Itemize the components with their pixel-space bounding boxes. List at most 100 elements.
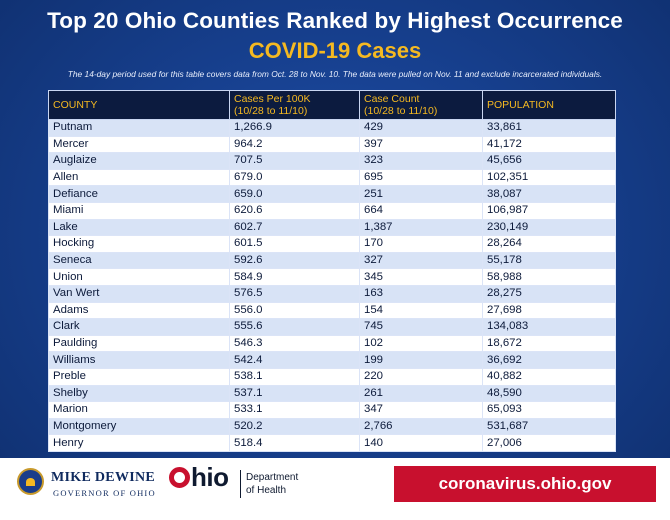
cell-cases-per-100k: 533.1: [229, 401, 360, 419]
county-table-container: COUNTY Cases Per 100K (10/28 to 11/10) Ca…: [48, 90, 616, 452]
cell-case-count: 170: [359, 235, 483, 253]
cell-cases-per-100k: 538.1: [229, 367, 360, 386]
table-row: Lake 602.7 1,387 230,149: [48, 218, 616, 237]
cell-case-count: 695: [359, 168, 483, 187]
table-row: Miami 620.6 664 106,987: [48, 201, 616, 220]
cell-county: Lake: [48, 218, 230, 237]
cell-county: Shelby: [48, 384, 230, 403]
cell-population: 55,178: [482, 251, 616, 270]
table-row: Marion 533.1 347 65,093: [48, 401, 616, 419]
data-note: The 14-day period used for this table co…: [67, 69, 603, 79]
cell-county: Miami: [48, 201, 230, 220]
table-row: Auglaize 707.5 323 45,656: [48, 152, 616, 170]
cell-county: Williams: [48, 351, 230, 369]
cell-case-count: 345: [359, 268, 483, 286]
footer-bar: MIKE DEWINE GOVERNOR OF OHIO hio Departm…: [0, 458, 670, 520]
ohio-state-seal-icon: [17, 468, 44, 495]
cell-cases-per-100k: 546.3: [229, 334, 360, 353]
cell-cases-per-100k: 542.4: [229, 351, 360, 369]
cell-case-count: 163: [359, 284, 483, 303]
cell-cases-per-100k: 964.2: [229, 135, 360, 154]
cell-case-count: 664: [359, 201, 483, 220]
table-row: Paulding 546.3 102 18,672: [48, 334, 616, 353]
table-row: Mercer 964.2 397 41,172: [48, 135, 616, 154]
website-link[interactable]: coronavirus.ohio.gov: [394, 466, 656, 502]
cell-cases-per-100k: 679.0: [229, 168, 360, 187]
governor-title: GOVERNOR OF OHIO: [53, 488, 156, 498]
cell-population: 18,672: [482, 334, 616, 353]
cell-cases-per-100k: 520.2: [229, 417, 360, 436]
cell-county: Hocking: [48, 235, 230, 253]
cell-population: 58,988: [482, 268, 616, 286]
cell-case-count: 102: [359, 334, 483, 353]
cell-case-count: 2,766: [359, 417, 483, 436]
page-subtitle: COVID-19 Cases: [248, 38, 422, 63]
cell-population: 28,264: [482, 235, 616, 253]
cell-cases-per-100k: 518.4: [229, 434, 360, 452]
cell-case-count: 154: [359, 301, 483, 320]
table-row: Shelby 537.1 261 48,590: [48, 384, 616, 403]
cell-case-count: 261: [359, 384, 483, 403]
cell-cases-per-100k: 601.5: [229, 235, 360, 253]
cell-county: Clark: [48, 318, 230, 336]
cell-population: 48,590: [482, 384, 616, 403]
cell-population: 40,882: [482, 367, 616, 386]
cell-county: Union: [48, 268, 230, 286]
cell-county: Montgomery: [48, 417, 230, 436]
cell-case-count: 429: [359, 119, 483, 137]
table-row: Adams 556.0 154 27,698: [48, 301, 616, 320]
cell-county: Henry: [48, 434, 230, 452]
cell-county: Marion: [48, 401, 230, 419]
cell-case-count: 251: [359, 185, 483, 203]
table-row: Allen 679.0 695 102,351: [48, 168, 616, 187]
cell-case-count: 347: [359, 401, 483, 419]
cell-cases-per-100k: 592.6: [229, 251, 360, 270]
department-of-health-label: Department of Health: [246, 472, 299, 496]
cell-county: Adams: [48, 301, 230, 320]
cell-case-count: 1,387: [359, 218, 483, 237]
cell-population: 134,083: [482, 318, 616, 336]
column-header-population: POPULATION: [482, 90, 616, 120]
table-body: Putnam 1,266.9 429 33,861 Mercer 964.2 397 41,1…: [48, 119, 616, 452]
cell-case-count: 199: [359, 351, 483, 369]
logo-divider: [240, 470, 241, 498]
cell-cases-per-100k: 556.0: [229, 301, 360, 320]
cell-county: Putnam: [48, 119, 230, 137]
table-row: Preble 538.1 220 40,882: [48, 367, 616, 386]
cell-county: Van Wert: [48, 284, 230, 303]
cell-cases-per-100k: 659.0: [229, 185, 360, 203]
ohio-logo-text: hio: [191, 462, 229, 492]
page-title: Top 20 Ohio Counties Ranked by Highest O…: [47, 8, 623, 33]
cell-case-count: 397: [359, 135, 483, 154]
governor-name: MIKE DEWINE: [51, 470, 156, 485]
table-row: Seneca 592.6 327 55,178: [48, 251, 616, 270]
table-row: Williams 542.4 199 36,692: [48, 351, 616, 369]
cell-cases-per-100k: 555.6: [229, 318, 360, 336]
column-header-case-count: Case Count (10/28 to 11/10): [359, 90, 483, 120]
table-row: Defiance 659.0 251 38,087: [48, 185, 616, 203]
table-header-row: COUNTY Cases Per 100K (10/28 to 11/10) Ca…: [48, 90, 616, 120]
cell-case-count: 140: [359, 434, 483, 452]
cell-population: 45,656: [482, 152, 616, 170]
cell-population: 41,172: [482, 135, 616, 154]
cell-population: 33,861: [482, 119, 616, 137]
table-row: Montgomery 520.2 2,766 531,687: [48, 417, 616, 436]
table-row: Hocking 601.5 170 28,264: [48, 235, 616, 253]
cell-county: Seneca: [48, 251, 230, 270]
cell-cases-per-100k: 602.7: [229, 218, 360, 237]
cell-case-count: 745: [359, 318, 483, 336]
cell-population: 27,006: [482, 434, 616, 452]
cell-cases-per-100k: 537.1: [229, 384, 360, 403]
cell-population: 27,698: [482, 301, 616, 320]
cell-case-count: 323: [359, 152, 483, 170]
table-row: Van Wert 576.5 163 28,275: [48, 284, 616, 303]
column-header-cases-per-100k: Cases Per 100K (10/28 to 11/10): [229, 90, 360, 120]
cell-case-count: 220: [359, 367, 483, 386]
cell-cases-per-100k: 620.6: [229, 201, 360, 220]
cell-county: Allen: [48, 168, 230, 187]
cell-population: 38,087: [482, 185, 616, 203]
cell-population: 65,093: [482, 401, 616, 419]
cell-cases-per-100k: 584.9: [229, 268, 360, 286]
cell-case-count: 327: [359, 251, 483, 270]
cell-population: 230,149: [482, 218, 616, 237]
